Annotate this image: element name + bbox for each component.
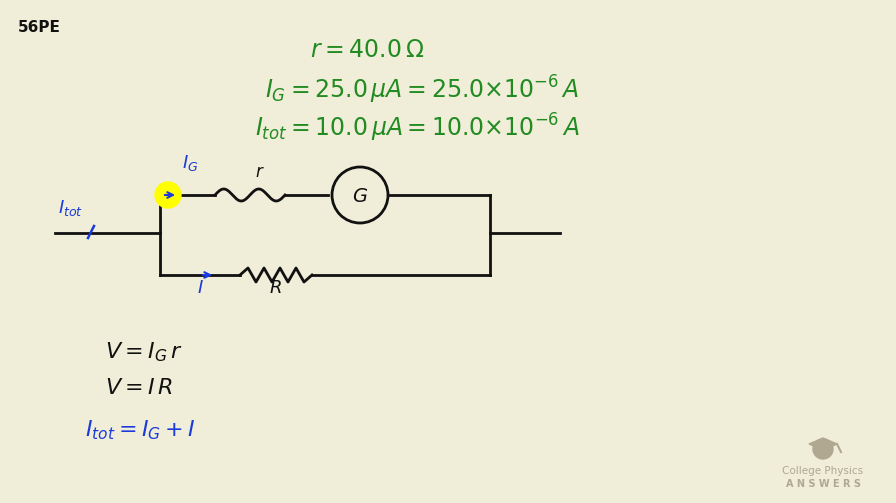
Text: $I$: $I$ (197, 279, 203, 297)
Text: College Physics: College Physics (782, 466, 864, 476)
Text: $r = 40.0\,\Omega$: $r = 40.0\,\Omega$ (310, 38, 425, 62)
Text: $I_{tot} = 10.0\,\mu A = 10.0{\times}10^{-6}\,A$: $I_{tot} = 10.0\,\mu A = 10.0{\times}10^… (255, 112, 580, 144)
Text: $I_{tot}$: $I_{tot}$ (58, 198, 83, 218)
Text: $I_G = 25.0\,\mu A = 25.0{\times}10^{-6}\,A$: $I_G = 25.0\,\mu A = 25.0{\times}10^{-6}… (265, 74, 580, 106)
Text: 56PE: 56PE (18, 20, 61, 35)
Text: $V = I_G\,r$: $V = I_G\,r$ (105, 340, 183, 364)
Circle shape (813, 439, 833, 459)
Text: $V = I\,R$: $V = I\,R$ (105, 378, 173, 398)
Text: $I_{tot} = I_G + I$: $I_{tot} = I_G + I$ (85, 418, 195, 442)
Text: R: R (270, 279, 282, 297)
Text: G: G (352, 187, 367, 206)
Circle shape (155, 182, 181, 208)
Text: A N S W E R S: A N S W E R S (786, 479, 860, 489)
Text: $I_G$: $I_G$ (182, 153, 199, 173)
Polygon shape (809, 438, 837, 450)
Text: $r$: $r$ (255, 163, 264, 181)
